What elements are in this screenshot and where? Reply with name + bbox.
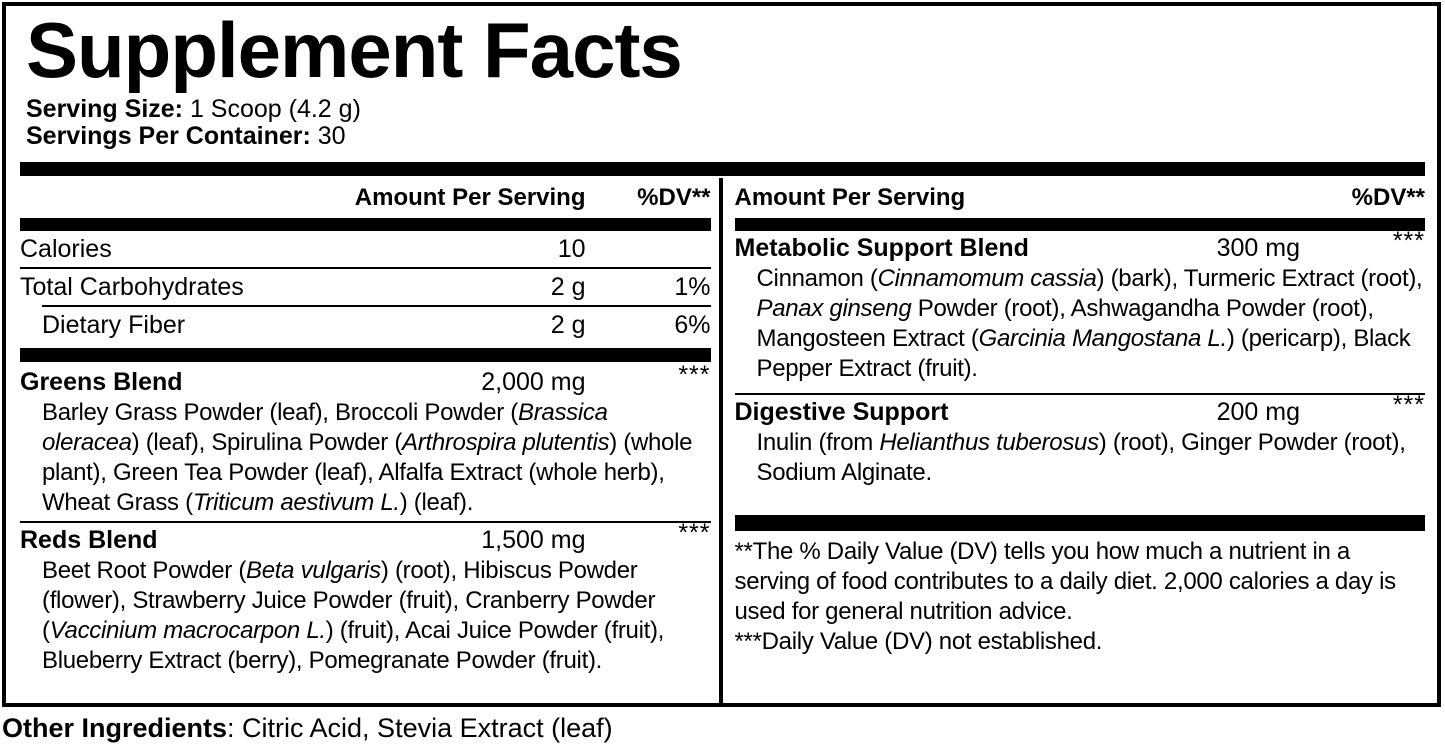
nutrient-amount: 2 g (550, 273, 586, 301)
amount-per-serving-header: Amount Per Serving (354, 184, 586, 211)
nutrient-row-calories: Calories 10 (20, 231, 711, 267)
blend-ingredients-reds: Beet Root Powder (Beta vulgaris) (root),… (42, 557, 665, 674)
blend-amount: 2,000 mg (481, 368, 586, 396)
other-ingredients-label: Other Ingredients (2, 713, 228, 743)
blend-name: Reds Blend (20, 526, 158, 554)
left-column-header: Amount Per Serving %DV** (20, 178, 711, 218)
blend-ingredients-metabolic-support: Cinnamon (Cinnamomum cassia) (bark), Tur… (756, 265, 1423, 382)
footnote-dv-explanation: **The % Daily Value (DV) tells you how m… (734, 538, 1397, 625)
nutrient-name: Total Carbohydrates (20, 273, 244, 301)
blend-dv-stars: *** (1392, 391, 1425, 419)
right-column-header: Amount Per Serving %DV** (735, 178, 1426, 218)
footnote-dv-not-established: ***Daily Value (DV) not established. (734, 628, 1103, 655)
row-divider-indented (42, 305, 711, 307)
other-ingredients-value: : Citric Acid, Stevia Extract (leaf) (227, 713, 613, 743)
blend-row-reds: Reds Blend 1,500 mg *** (20, 520, 711, 556)
blend-row-digestive-support: Digestive Support 200 mg *** (734, 392, 1426, 428)
nutrient-row-dietary-fiber: Dietary Fiber 2 g 6% (20, 307, 711, 343)
nutrient-dv: 6% (674, 311, 711, 339)
top-divider-bar (20, 162, 1425, 176)
serving-size-label: Serving Size: (26, 95, 183, 123)
blend-dv-stars: *** (1392, 227, 1425, 255)
dv-header: %DV** (1351, 184, 1425, 211)
blend-row-metabolic-support: Metabolic Support Blend 300 mg *** (734, 228, 1426, 264)
header-divider-bar (734, 218, 1425, 231)
nutrient-amount: 2 g (550, 311, 586, 339)
footnote-divider-bar (734, 515, 1425, 531)
blend-name: Metabolic Support Blend (734, 234, 1029, 262)
footnotes: **The % Daily Value (DV) tells you how m… (735, 537, 1426, 657)
amount-per-serving-header: Amount Per Serving (734, 184, 966, 211)
blend-name: Digestive Support (734, 398, 949, 426)
nutrient-amount: 10 (557, 235, 586, 263)
nutrient-dv: 1% (674, 273, 711, 301)
blend-dv-stars: *** (678, 361, 711, 389)
section-divider-bar (20, 348, 711, 362)
supplement-facts-panel: Supplement Facts Serving Size: 1 Scoop (… (2, 2, 1441, 707)
servings-per-container-label: Servings Per Container: (26, 122, 311, 150)
serving-size-row: Serving Size: 1 Scoop (4.2 g) (26, 96, 1425, 123)
nutrient-row-total-carbohydrates: Total Carbohydrates 2 g 1% (20, 269, 711, 305)
facts-columns: Amount Per Serving %DV** Calories 10 Tot… (20, 178, 1425, 703)
blend-name: Greens Blend (20, 368, 183, 396)
blend-amount: 300 mg (1216, 234, 1300, 262)
row-divider (734, 393, 1425, 395)
other-ingredients-row: Other Ingredients: Citric Acid, Stevia E… (2, 713, 613, 743)
blend-amount: 1,500 mg (481, 526, 586, 554)
blend-ingredients-digestive-support: Inulin (from Helianthus tuberosus) (root… (756, 429, 1406, 486)
left-column: Amount Per Serving %DV** Calories 10 Tot… (20, 178, 723, 703)
servings-per-container-value: 30 (317, 122, 346, 150)
panel-title: Supplement Facts (26, 6, 683, 94)
header-divider-bar (20, 218, 711, 231)
serving-size-value: 1 Scoop (4.2 g) (189, 95, 361, 123)
right-column: Amount Per Serving %DV** Metabolic Suppo… (723, 178, 1426, 703)
blend-amount: 200 mg (1216, 398, 1300, 426)
row-divider (20, 521, 711, 523)
nutrient-name: Calories (20, 235, 112, 263)
blend-row-greens: Greens Blend 2,000 mg *** (20, 362, 711, 398)
nutrient-name: Dietary Fiber (42, 311, 186, 339)
dv-header: %DV** (637, 184, 711, 211)
servings-per-container-row: Servings Per Container: 30 (26, 123, 1425, 150)
blend-dv-stars: *** (678, 519, 711, 547)
blend-ingredients-greens: Barley Grass Powder (leaf), Broccoli Pow… (42, 399, 693, 516)
row-divider (20, 267, 711, 269)
